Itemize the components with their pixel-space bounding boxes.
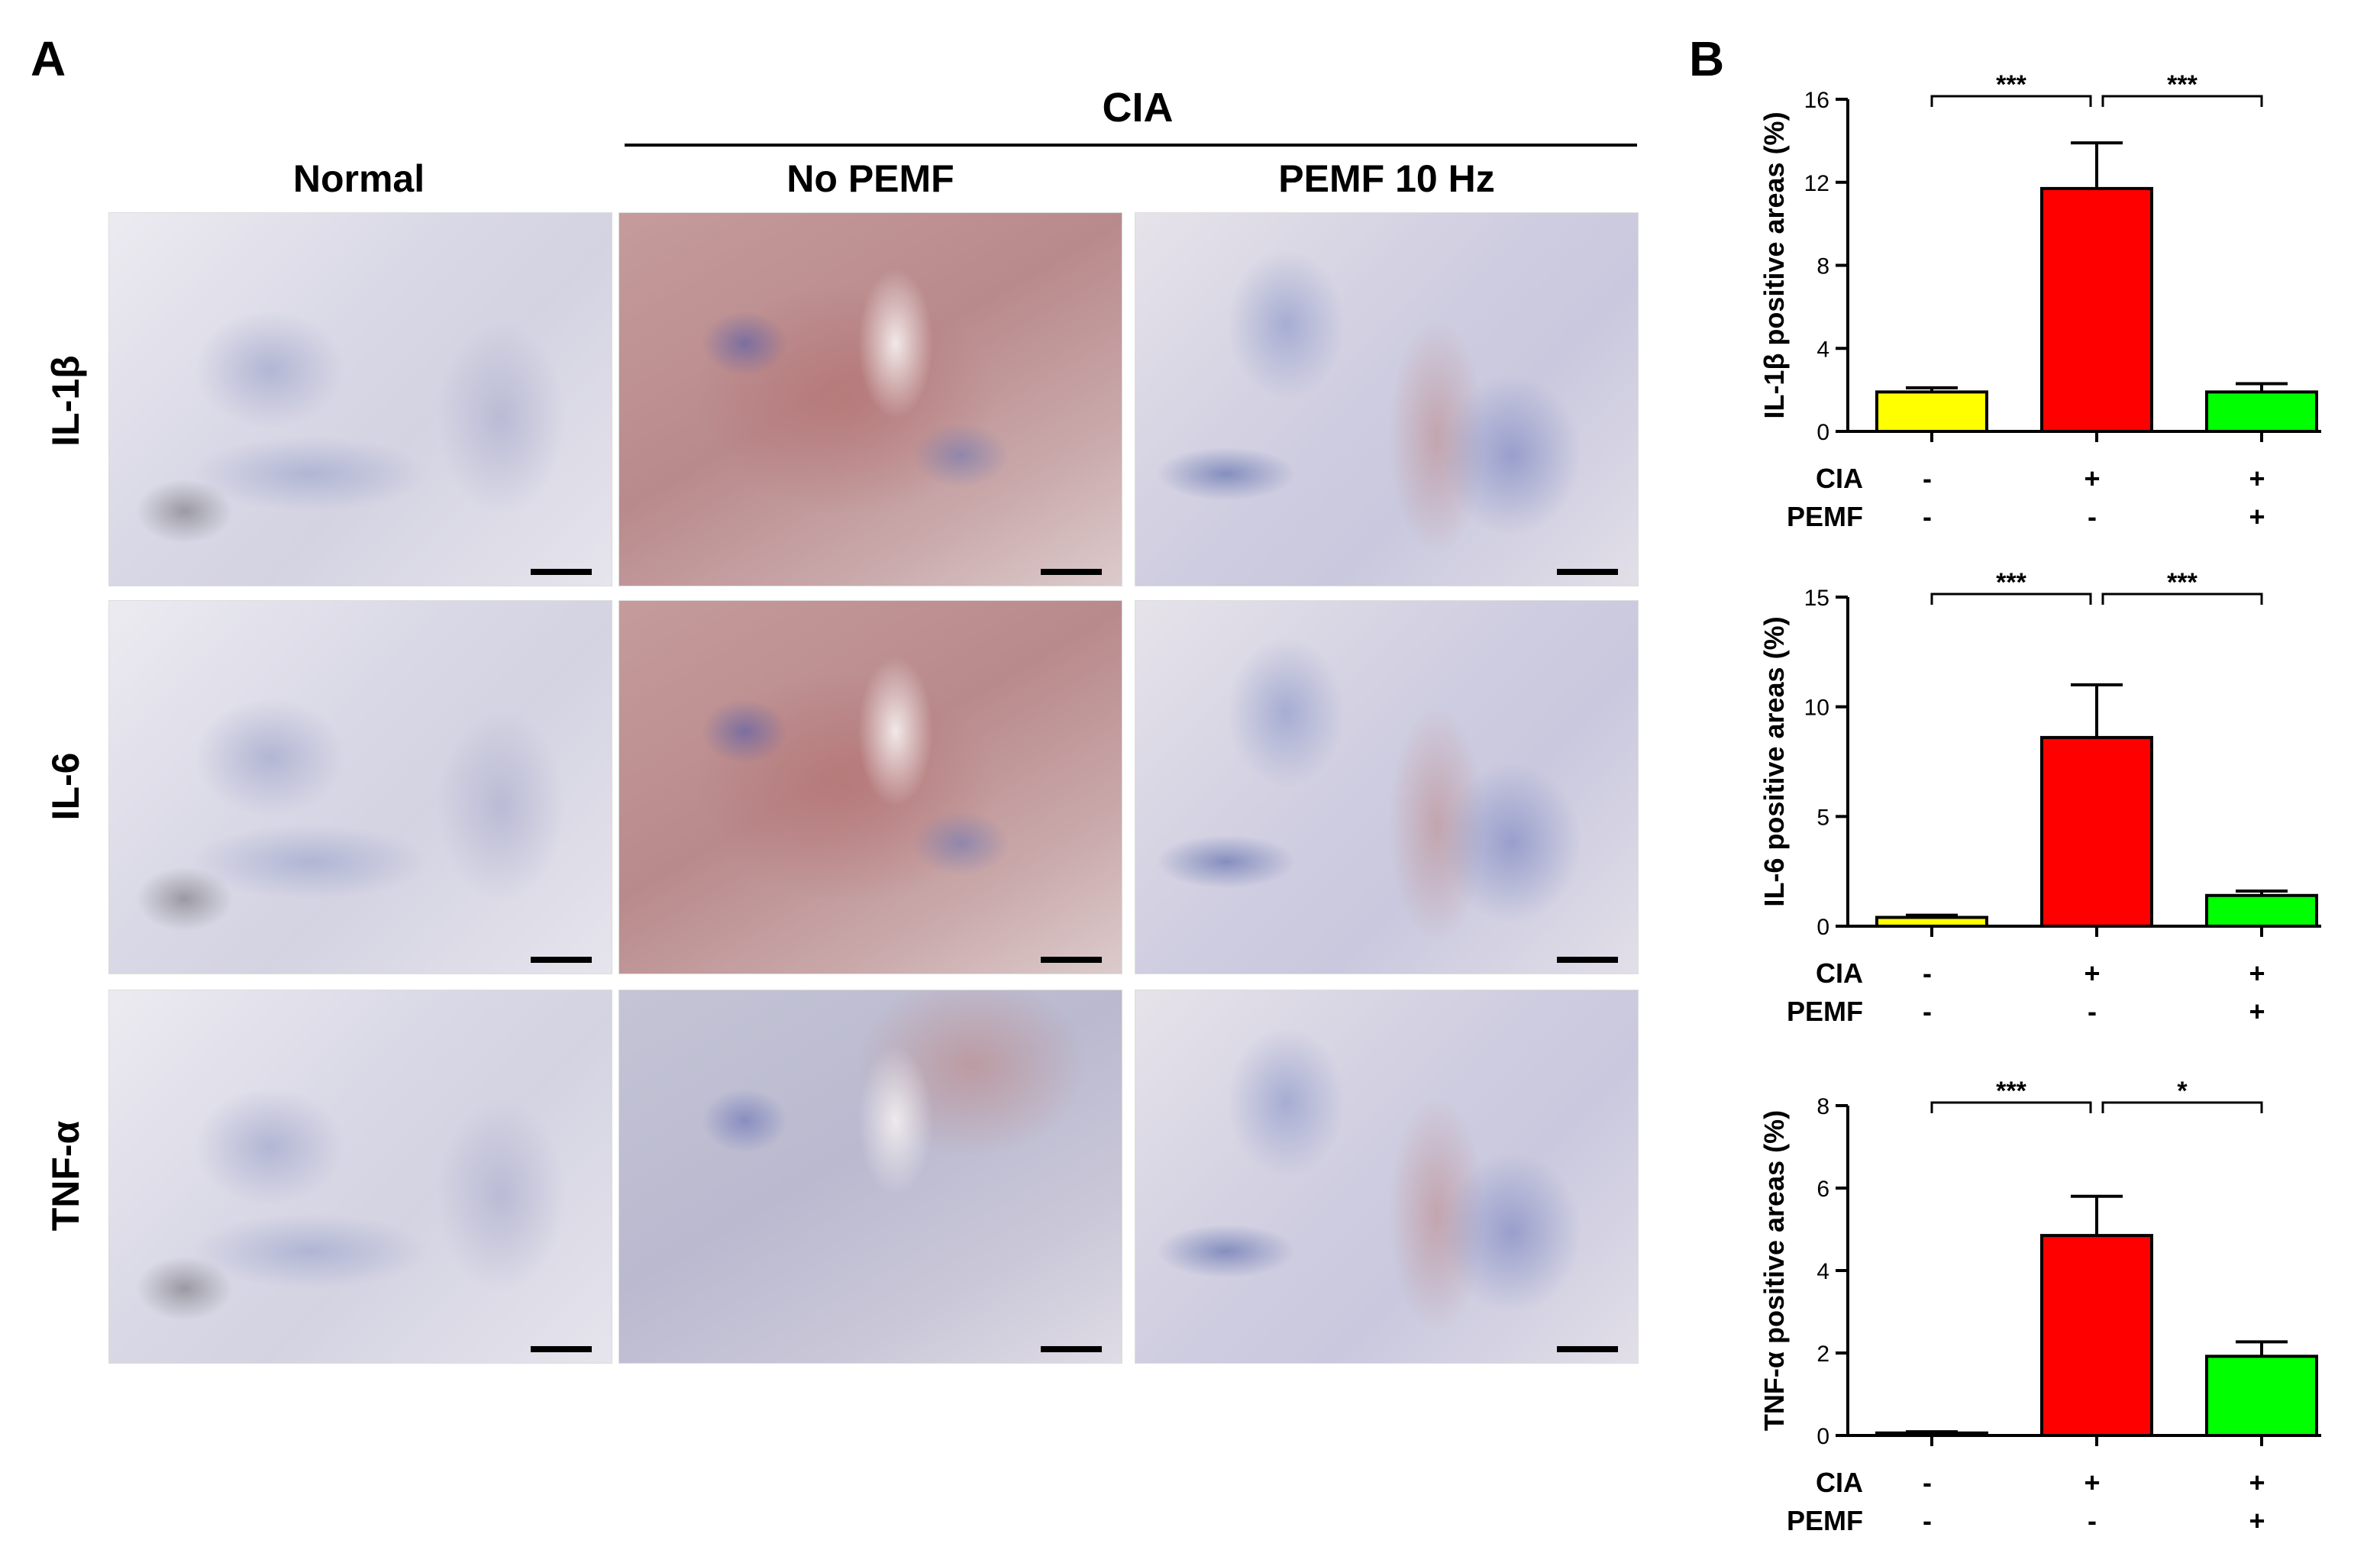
y-axis-label: IL-1β positive areas (%) (1758, 111, 1790, 418)
bar-no-pemf (2040, 1234, 2153, 1437)
condition-label-cia: CIA (1816, 1467, 1863, 1498)
significance-bracket (1930, 593, 2092, 605)
y-tick-label: 5 (1816, 805, 1829, 830)
significance-label: *** (1996, 1077, 2026, 1106)
condition-value: + (2084, 1467, 2100, 1498)
condition-value: - (1923, 501, 1932, 532)
y-tick-label: 4 (1816, 337, 1829, 362)
row-label-tnfa: TNF-α (44, 1120, 87, 1232)
bar-pemf-10-hz (2205, 893, 2318, 928)
y-tick-label: 16 (1804, 88, 1829, 113)
bar-normal (1875, 390, 1988, 433)
condition-value: - (1923, 463, 1932, 494)
condition-label-pemf: PEMF (1787, 501, 1863, 532)
bar-no-pemf (2040, 186, 2153, 433)
panel-a-label: A (31, 31, 66, 86)
significance-bracket (2101, 593, 2263, 605)
bar-normal (1875, 915, 1988, 928)
condition-value: + (2249, 1505, 2265, 1536)
significance-bracket (2101, 95, 2263, 107)
micrograph-il1b-normal (108, 212, 612, 586)
micrograph-il1b-no-pemf (618, 212, 1122, 586)
scale-bar (1557, 957, 1618, 963)
condition-label-cia: CIA (1816, 463, 1863, 494)
condition-value: + (2084, 463, 2100, 494)
scale-bar (1557, 1346, 1618, 1352)
condition-value: + (2249, 501, 2265, 532)
column-title-no-pemf: No PEMF (786, 157, 954, 200)
y-tick-label: 4 (1816, 1259, 1829, 1284)
condition-value: - (2088, 501, 2097, 532)
y-axis-label: IL-6 positive areas (%) (1758, 616, 1790, 906)
condition-value: + (2249, 1467, 2265, 1498)
significance-label: *** (1996, 568, 2026, 597)
bar-pemf-10-hz (2205, 1355, 2318, 1437)
significance-bracket (1930, 95, 2092, 107)
condition-value: - (2088, 1505, 2097, 1536)
micrograph-il6-no-pemf (618, 600, 1122, 974)
row-label-il1b: IL-1β (44, 355, 87, 447)
condition-value: + (2249, 957, 2265, 989)
panel-b-label: B (1689, 31, 1725, 86)
micrograph-tnfa-pemf (1135, 990, 1639, 1364)
significance-label: *** (2167, 568, 2198, 597)
y-tick-label: 15 (1804, 586, 1829, 611)
y-tick-label: 0 (1816, 420, 1829, 445)
y-tick-label: 6 (1816, 1177, 1829, 1202)
group-bracket-line (625, 144, 1637, 147)
scale-bar (531, 1346, 592, 1352)
condition-value: - (1923, 957, 1932, 989)
bar-normal (1875, 1431, 1988, 1438)
condition-value: + (2084, 957, 2100, 989)
condition-label-pemf: PEMF (1787, 1505, 1863, 1536)
column-title-pemf-10hz: PEMF 10 Hz (1278, 157, 1495, 200)
row-label-il6: IL-6 (44, 752, 87, 821)
condition-value: - (2088, 996, 2097, 1027)
scale-bar (1041, 569, 1102, 575)
micrograph-il6-normal (108, 600, 612, 974)
micrograph-tnfa-normal (108, 990, 612, 1364)
bar-no-pemf (2040, 735, 2153, 928)
significance-label: *** (2167, 70, 2198, 99)
micrograph-il6-pemf (1135, 600, 1639, 974)
condition-value: - (1923, 1467, 1932, 1498)
significance-bracket (2101, 1101, 2263, 1113)
scale-bar (1041, 1346, 1102, 1352)
scale-bar (531, 569, 592, 575)
scale-bar (531, 957, 592, 963)
y-tick-label: 0 (1816, 915, 1829, 940)
micrograph-il1b-pemf (1135, 212, 1639, 586)
condition-label-pemf: PEMF (1787, 996, 1863, 1027)
significance-bracket (1930, 1101, 2092, 1113)
y-tick-label: 12 (1804, 171, 1829, 196)
condition-value: + (2249, 996, 2265, 1027)
y-tick-label: 8 (1816, 254, 1829, 279)
condition-label-cia: CIA (1816, 957, 1863, 989)
column-title-normal: Normal (292, 157, 425, 200)
y-axis-label: TNF-α positive areas (%) (1758, 1110, 1790, 1431)
condition-value: + (2249, 463, 2265, 494)
scale-bar (1557, 569, 1618, 575)
significance-label: *** (1996, 70, 2026, 99)
panel-b-charts: 0 4 8 12 16 IL-1β positive areas (%) *** *** CIA… (1758, 70, 2321, 1536)
condition-value: - (1923, 996, 1932, 1027)
y-tick-label: 0 (1816, 1424, 1829, 1449)
y-tick-label: 2 (1816, 1342, 1829, 1367)
group-label-cia: CIA (1102, 85, 1174, 131)
bar-pemf-10-hz (2205, 390, 2318, 433)
y-tick-label: 8 (1816, 1094, 1829, 1119)
condition-value: - (1923, 1505, 1932, 1536)
micrograph-tnfa-no-pemf (618, 990, 1122, 1364)
y-tick-label: 10 (1804, 696, 1829, 721)
significance-label: * (2177, 1077, 2188, 1106)
scale-bar (1041, 957, 1102, 963)
